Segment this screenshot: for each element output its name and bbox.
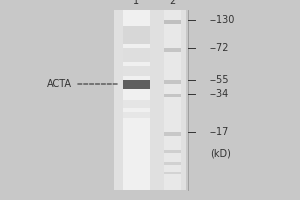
- Bar: [123, 112, 150, 118]
- Bar: [164, 132, 181, 136]
- Bar: [123, 48, 150, 62]
- Text: (kD): (kD): [210, 149, 231, 159]
- Text: --55: --55: [210, 75, 230, 85]
- Bar: [164, 20, 181, 24]
- Bar: [123, 10, 150, 190]
- Bar: [164, 162, 181, 165]
- Bar: [123, 26, 150, 44]
- Bar: [123, 100, 150, 108]
- Text: ACTA: ACTA: [47, 79, 72, 89]
- Bar: [164, 80, 181, 84]
- Bar: [123, 66, 150, 76]
- Bar: [164, 94, 181, 97]
- Bar: [164, 48, 181, 52]
- Text: --17: --17: [210, 127, 230, 137]
- Text: --130: --130: [210, 15, 236, 25]
- Bar: [123, 79, 150, 88]
- Bar: [164, 150, 181, 153]
- Text: 2: 2: [169, 0, 175, 6]
- Bar: [164, 10, 181, 190]
- Text: --72: --72: [210, 43, 230, 53]
- Text: --34: --34: [210, 89, 229, 99]
- Bar: [164, 172, 181, 174]
- Bar: [114, 10, 186, 190]
- Text: 1: 1: [134, 0, 140, 6]
